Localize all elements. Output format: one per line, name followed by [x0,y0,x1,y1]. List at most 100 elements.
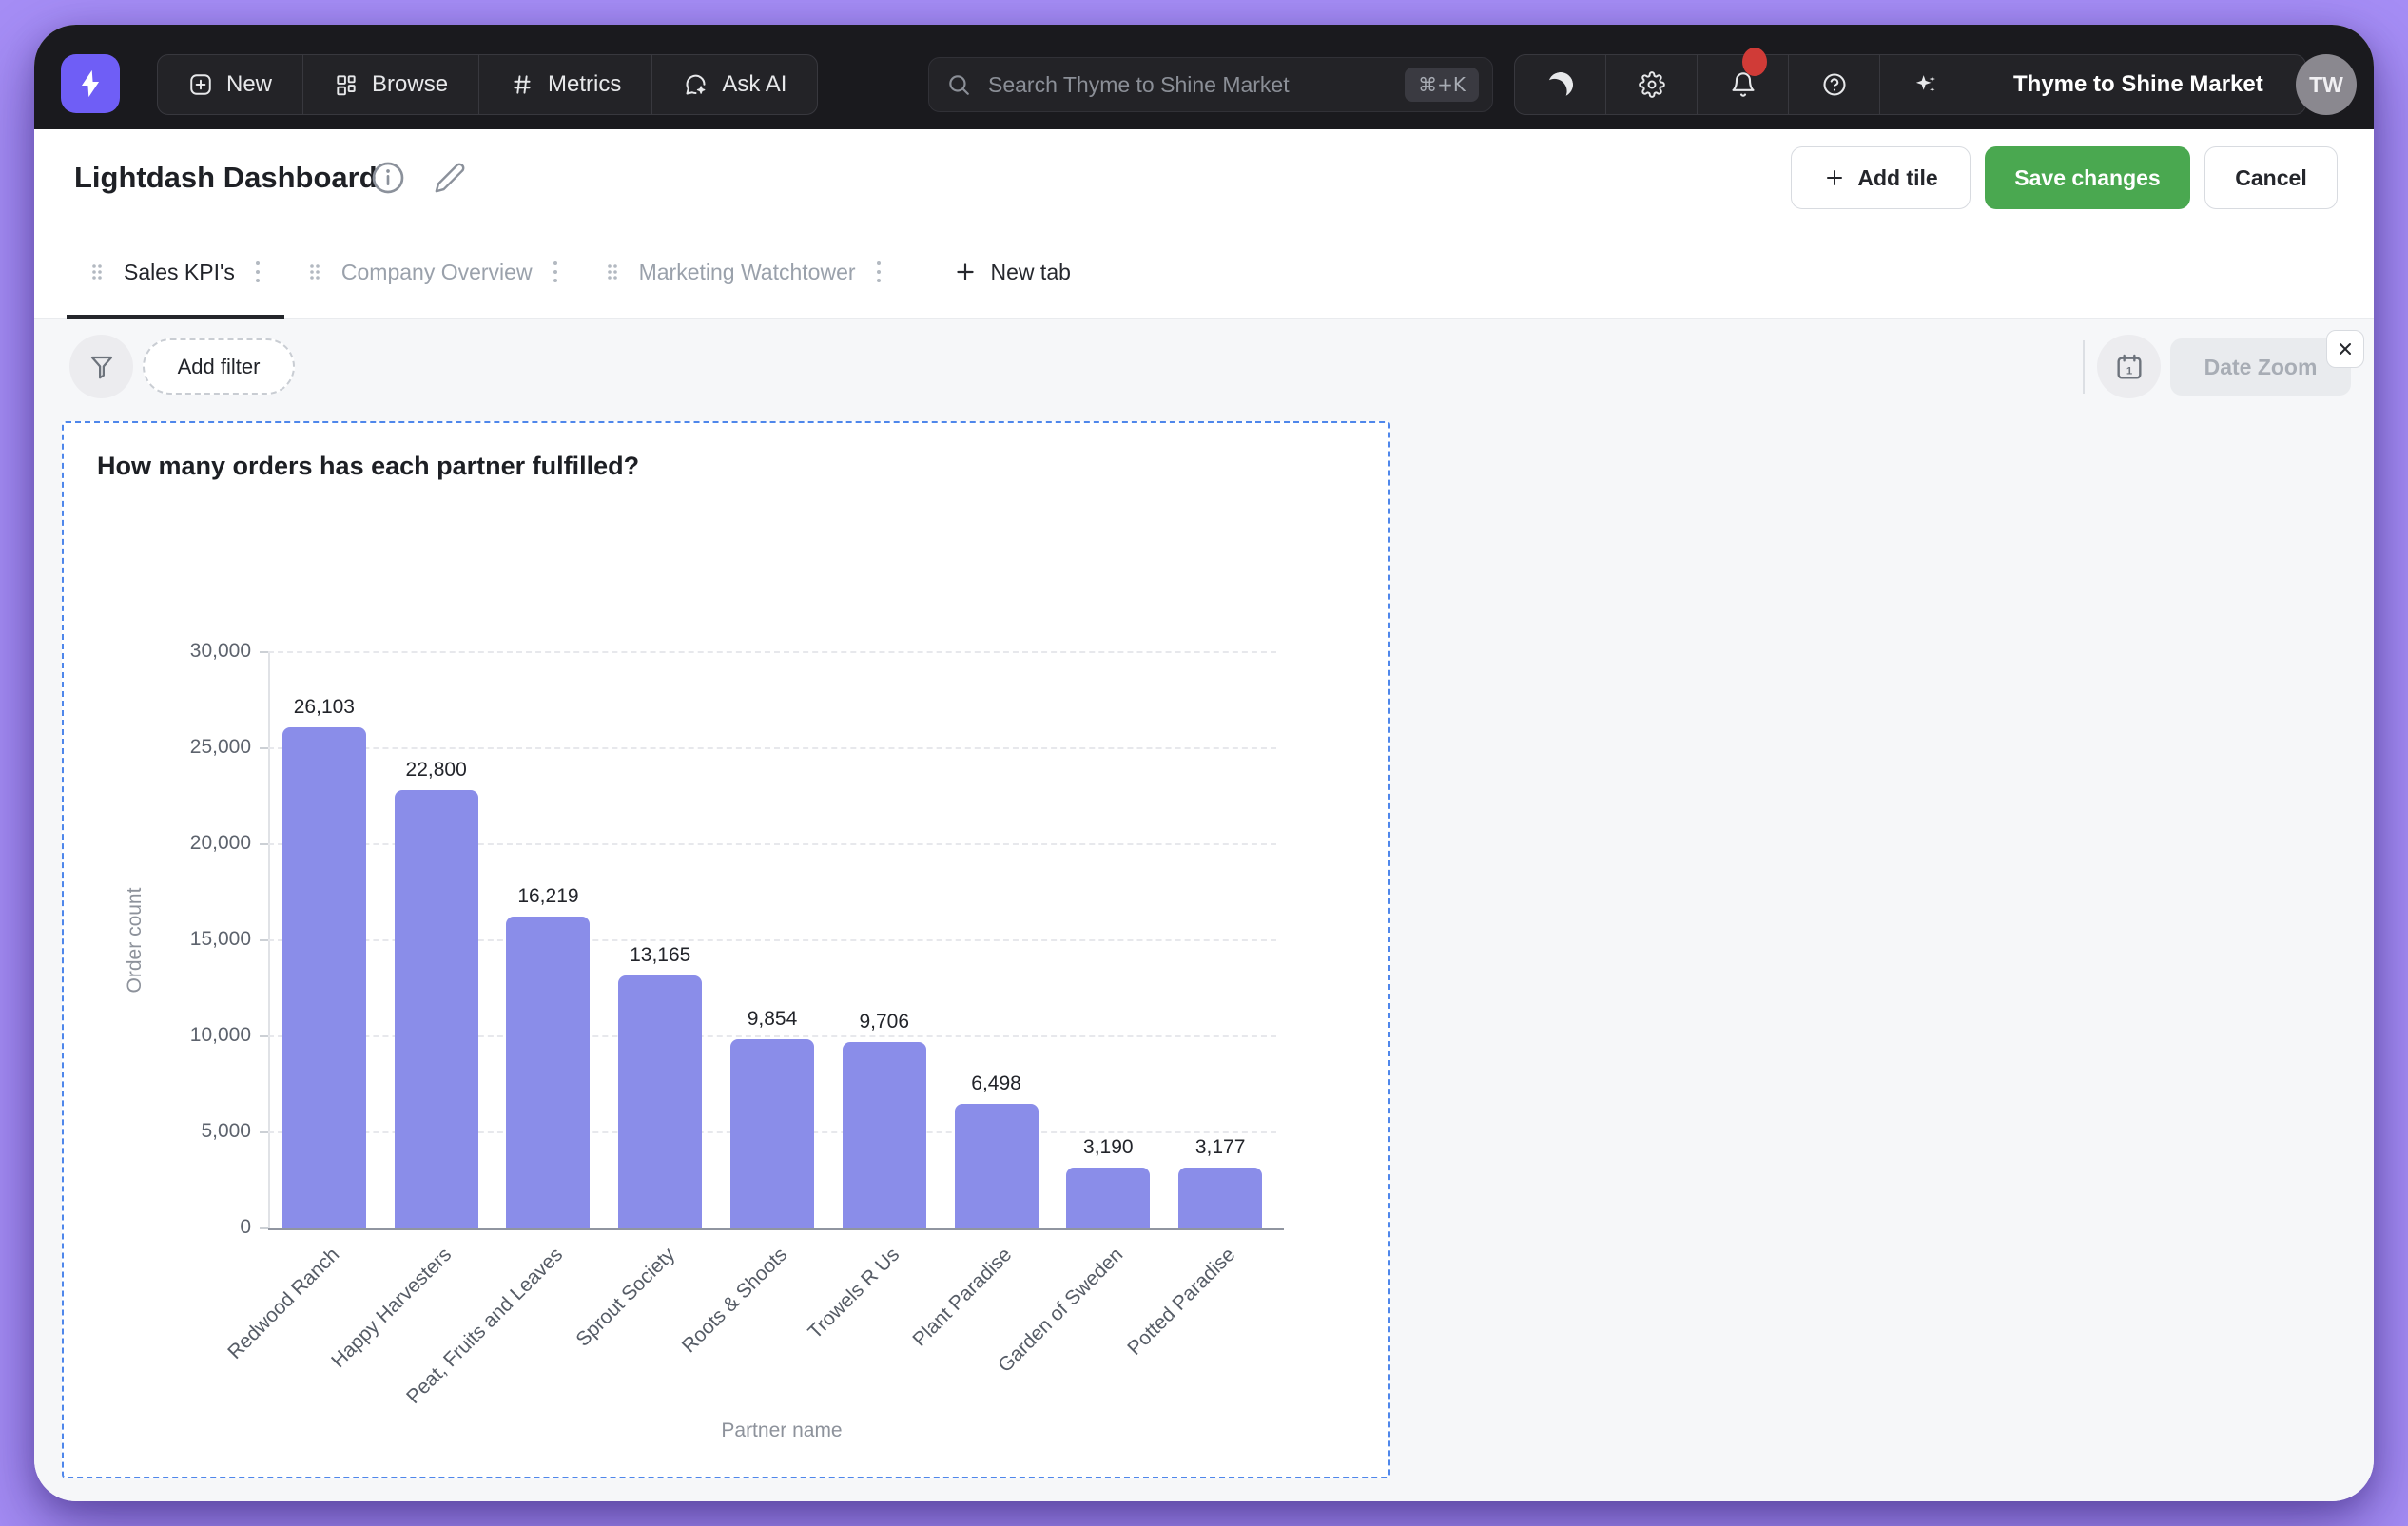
notification-badge [1742,48,1767,76]
plus-icon [956,263,974,280]
bar[interactable] [1178,1167,1263,1228]
toolbar-divider [2083,340,2085,394]
tab-sales-kpis[interactable]: Sales KPI's [67,226,284,319]
settings-button[interactable] [1605,55,1697,114]
bar-chart: 0 5,000 10,000 15,000 20,000 25,000 30,000 26,1… [64,423,1388,1477]
date-zoom-button[interactable]: Date Zoom [2170,338,2351,396]
add-filter-button[interactable]: Add filter [143,338,295,395]
y-tick-label: 20,000 [189,832,251,854]
org-name[interactable]: Thyme to Shine Market [1971,55,2305,114]
help-icon [1822,73,1846,96]
y-tick-label: 0 [240,1216,251,1238]
chat-sparkle-icon [686,74,706,95]
date-zoom-label: Date Zoom [2204,354,2318,379]
save-changes-label: Save changes [2014,164,2161,190]
y-tick-label: 5,000 [201,1120,251,1142]
browse-button[interactable]: Browse [302,55,478,114]
svg-text:1: 1 [2126,365,2131,377]
ask-ai-button-label: Ask AI [722,71,787,97]
bar[interactable] [618,975,703,1228]
page-title: Lightdash Dashboard [74,161,378,194]
y-tick-mark [260,1131,268,1133]
drag-handle-icon[interactable] [89,261,105,283]
bell-icon [1731,72,1755,97]
tab-label: Marketing Watchtower [638,259,856,284]
y-tick-label: 15,000 [189,928,251,950]
x-axis-line [268,1228,1284,1230]
bar[interactable] [506,917,591,1228]
bar[interactable] [730,1038,814,1228]
drag-handle-icon[interactable] [605,261,620,283]
primary-nav-group: New Browse Metrics Ask AI [157,54,819,115]
kebab-menu-icon[interactable] [552,259,559,285]
bar-value-label: 3,190 [1083,1135,1134,1158]
bar-value-label: 9,854 [747,1007,798,1030]
x-category-label: Plant Paradise [907,1244,1016,1351]
close-icon [2340,343,2351,355]
gridline [268,1035,1276,1037]
date-zoom-calendar-button[interactable]: 1 [2097,335,2161,398]
plus-square-icon [190,74,211,95]
dark-mode-button[interactable] [1515,55,1605,114]
gridline [268,651,1276,653]
lightning-bolt-icon [81,69,100,98]
help-button[interactable] [1788,55,1879,114]
tab-marketing-watchtower[interactable]: Marketing Watchtower [582,226,905,318]
search-input[interactable] [986,70,1406,99]
lightdash-logo[interactable] [61,54,120,113]
filter-funnel-button[interactable] [69,335,133,398]
y-tick-label: 10,000 [189,1024,251,1046]
bar-value-label: 26,103 [293,695,355,718]
y-tick-mark [260,747,268,749]
add-tile-button[interactable]: Add tile [1791,146,1971,209]
utility-nav-group: Thyme to Shine Market [1514,48,2306,115]
bar-value-label: 3,177 [1194,1135,1246,1158]
save-changes-button[interactable]: Save changes [1985,146,2190,209]
cancel-button[interactable]: Cancel [2204,146,2338,209]
browse-button-label: Browse [372,71,449,97]
close-button[interactable] [2326,330,2364,368]
ai-assistant-button[interactable] [1879,55,1971,114]
top-navigation-bar: New Browse Metrics Ask AI ⌘+K [34,25,2374,129]
ask-ai-button[interactable]: Ask AI [651,55,817,114]
notifications-button[interactable] [1697,48,1788,114]
x-category-label: Garden of Sweden [994,1244,1128,1378]
gridline [268,939,1276,941]
title-actions [369,129,466,226]
user-avatar[interactable]: TW [2296,54,2357,115]
tab-label: Company Overview [340,259,533,284]
sparkles-icon [1915,75,1935,92]
search-icon [949,75,969,95]
gridline [268,747,1276,749]
edit-pencil-icon[interactable] [434,162,466,194]
bar[interactable] [954,1103,1039,1228]
info-icon[interactable] [369,159,407,197]
gear-icon [1638,71,1665,98]
tab-company-overview[interactable]: Company Overview [284,226,582,318]
kebab-menu-icon[interactable] [254,259,262,285]
bar[interactable] [394,790,478,1228]
new-tab-button[interactable]: New tab [928,226,1096,318]
chart-tile[interactable]: How many orders has each partner fulfill… [62,421,1390,1478]
x-category-label: Trowels R Us [804,1244,904,1343]
bar[interactable] [282,726,366,1228]
funnel-icon [90,356,112,378]
drag-handle-icon[interactable] [307,261,322,283]
bar-value-label: 6,498 [971,1072,1021,1094]
new-button[interactable]: New [158,55,302,114]
x-category-label: Happy Harvesters [326,1244,456,1373]
y-tick-mark [260,1227,268,1229]
y-axis-name: Order count [124,887,146,994]
bar[interactable] [1066,1167,1151,1228]
add-filter-label: Add filter [177,354,261,378]
global-search[interactable]: ⌘+K [928,57,1493,112]
y-tick-label: 25,000 [189,736,251,758]
kebab-menu-icon[interactable] [875,259,883,285]
add-tile-label: Add tile [1857,164,1938,190]
x-category-label: Potted Paradise [1123,1244,1240,1360]
y-tick-label: 30,000 [189,640,251,662]
y-tick-mark [260,1035,268,1037]
bar[interactable] [842,1041,926,1228]
metrics-button[interactable]: Metrics [478,55,651,114]
